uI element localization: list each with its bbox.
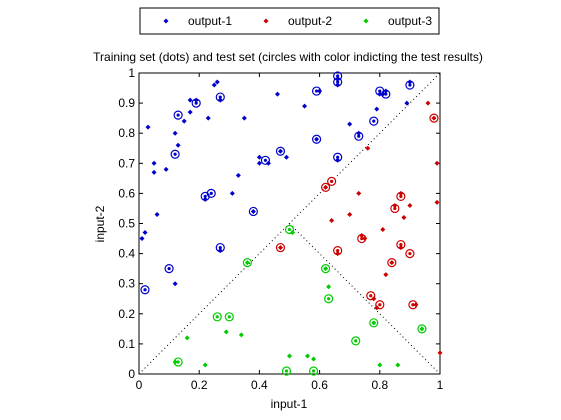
test-point-center — [369, 294, 372, 297]
test-point-center — [246, 261, 249, 264]
x-tick-label: 1 — [437, 378, 444, 392]
y-tick-label: 0.8 — [118, 126, 135, 140]
test-point-center — [324, 186, 327, 189]
test-point-center — [336, 74, 339, 77]
test-point-center — [177, 360, 180, 363]
x-tick-label: 0.8 — [371, 378, 388, 392]
test-point-center — [168, 267, 171, 270]
x-tick-label: 0 — [136, 378, 143, 392]
test-point-center — [204, 195, 207, 198]
test-point-center — [393, 207, 396, 210]
test-point-center — [336, 80, 339, 83]
legend-entry: output-3 — [388, 14, 432, 28]
test-point-center — [279, 150, 282, 153]
test-point-center — [228, 315, 231, 318]
test-point-center — [354, 339, 357, 342]
test-point-center — [432, 117, 435, 120]
test-point-center — [312, 369, 315, 372]
y-tick-label: 0.9 — [118, 96, 135, 110]
test-point-center — [264, 159, 267, 162]
test-point-center — [384, 92, 387, 95]
test-point-center — [324, 267, 327, 270]
x-tick-label: 0.2 — [191, 378, 208, 392]
test-point-center — [327, 297, 330, 300]
test-point-center — [399, 195, 402, 198]
chart-title: Training set (dots) and test set (circle… — [93, 50, 483, 64]
x-tick-label: 0.4 — [251, 378, 268, 392]
test-point-center — [357, 135, 360, 138]
y-axis-label: input-2 — [93, 205, 107, 242]
y-tick-label: 0.4 — [118, 247, 135, 261]
test-point-center — [279, 246, 282, 249]
test-point-center — [177, 114, 180, 117]
test-point-center — [219, 246, 222, 249]
test-point-center — [408, 83, 411, 86]
test-point-center — [285, 369, 288, 372]
test-point-center — [315, 89, 318, 92]
test-point-center — [174, 153, 177, 156]
test-point-center — [378, 89, 381, 92]
y-tick-label: 0.2 — [118, 307, 135, 321]
test-point-center — [420, 327, 423, 330]
test-point-center — [195, 102, 198, 105]
y-tick-label: 0.1 — [118, 337, 135, 351]
test-point-center — [399, 243, 402, 246]
legend-entry: output-1 — [188, 14, 232, 28]
test-point-center — [336, 156, 339, 159]
test-point-center — [210, 192, 213, 195]
test-point-center — [219, 95, 222, 98]
x-tick-label: 0.6 — [311, 378, 328, 392]
test-point-center — [288, 228, 291, 231]
y-tick-label: 0.7 — [118, 156, 135, 170]
test-point-center — [372, 321, 375, 324]
y-tick-label: 0.6 — [118, 186, 135, 200]
y-tick-label: 0.5 — [118, 217, 135, 231]
test-point-center — [143, 288, 146, 291]
legend-entry: output-2 — [288, 14, 332, 28]
test-point-center — [330, 180, 333, 183]
test-point-center — [408, 252, 411, 255]
y-tick-label: 1 — [128, 66, 135, 80]
y-tick-label: 0 — [128, 367, 135, 381]
test-point-center — [378, 303, 381, 306]
test-point-center — [411, 303, 414, 306]
test-point-center — [252, 210, 255, 213]
test-point-center — [360, 237, 363, 240]
test-point-center — [315, 138, 318, 141]
legend: output-1 output-2 output-3 — [140, 8, 439, 34]
x-axis-label: input-1 — [271, 397, 308, 411]
test-point-center — [216, 315, 219, 318]
y-tick-label: 0.3 — [118, 277, 135, 291]
test-point-center — [372, 120, 375, 123]
test-point-center — [336, 249, 339, 252]
test-point-center — [390, 261, 393, 264]
